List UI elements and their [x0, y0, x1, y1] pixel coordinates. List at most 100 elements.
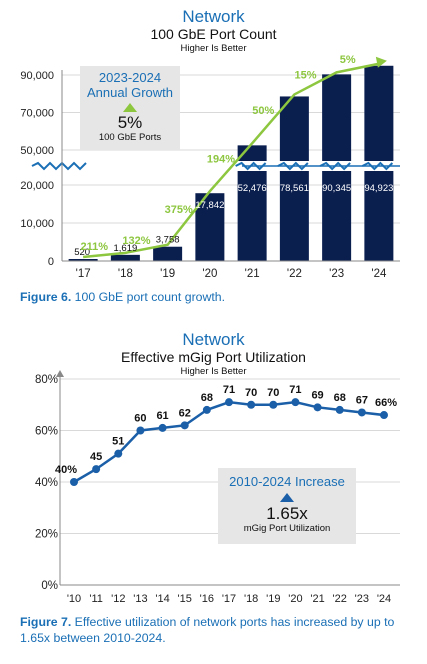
mgig-utilization-chart: 0% 20% 40% 60% 80% 40% '10 45 '11 51 '12 60 '13 61 '14… [35, 370, 400, 605]
x-tick-label: '18 [118, 268, 133, 280]
data-point [247, 400, 256, 409]
data-point [291, 398, 300, 407]
x-tick-label: '23 [355, 593, 369, 605]
x-tick-label: '24 [371, 268, 387, 280]
y-tick-label: 10,000 [20, 218, 54, 230]
chart1-callout: 2023-2024 Annual Growth 5% 100 GbE Ports [80, 66, 180, 150]
chart2-caption-figure: Figure 7. [20, 615, 72, 629]
chart2-note: Higher Is Better [180, 366, 247, 377]
port-count-chart: 0 10,000 20,000 50,000 70,000 90,000 '17 520 '18… [20, 54, 400, 280]
data-point [269, 400, 278, 409]
data-point [357, 408, 366, 417]
x-tick-label: '22 [333, 593, 347, 605]
chart2-subtitle: Effective mGig Port Utilization [121, 349, 306, 365]
y-tick-label: 80% [35, 374, 58, 386]
chart1-axis-breaks [31, 161, 400, 171]
x-tick-label: '20 [202, 268, 217, 280]
value-label: 1,619 [113, 243, 137, 254]
value-label: 70 [267, 387, 279, 399]
chart1-growth-line [83, 56, 387, 259]
value-label: 90,345 [322, 183, 351, 194]
data-point [313, 403, 322, 412]
chart1-subtitle: 100 GbE Port Count [150, 26, 277, 42]
value-label: 62 [179, 407, 191, 419]
value-label: 67 [356, 394, 368, 406]
x-tick-label: '10 [67, 593, 81, 605]
value-label: 94,923 [364, 183, 393, 194]
data-point [158, 423, 167, 432]
growth-label: 132% [122, 235, 150, 247]
bar [68, 259, 98, 261]
bar [279, 96, 309, 262]
up-arrow-icon [123, 103, 137, 112]
up-arrow-icon [280, 493, 294, 502]
chart2-callout-heading: 2010-2024 Increase [229, 474, 345, 489]
chart1-callout-value: 5% [117, 113, 143, 132]
growth-label: 15% [294, 69, 316, 81]
x-tick-label: '14 [155, 593, 169, 605]
value-label: 3,758 [156, 235, 180, 246]
value-label: 68 [201, 392, 213, 404]
axis-break [31, 161, 87, 171]
data-point [225, 398, 233, 407]
x-tick-label: '13 [133, 593, 147, 605]
y-tick-label: 0 [48, 256, 54, 268]
x-tick-label: '20 [288, 593, 302, 605]
y-tick-label: 20,000 [20, 180, 54, 192]
value-label: 40% [55, 464, 77, 476]
value-label: 60 [134, 413, 146, 425]
value-label: 51 [112, 436, 124, 448]
value-label: 71 [223, 384, 235, 396]
chart2-title: Network [182, 330, 245, 349]
chart1-title: Network [182, 7, 245, 26]
data-point [335, 405, 344, 414]
growth-arrowhead [375, 56, 387, 68]
chart1-caption-text: 100 GbE port count growth. [71, 290, 226, 304]
value-label: 520 [74, 247, 90, 258]
bar [110, 254, 140, 261]
chart1-axes [61, 70, 400, 262]
value-label: 70 [245, 387, 257, 399]
growth-label: 211% [80, 241, 108, 253]
chart2-callout: 2010-2024 Increase 1.65x mGig Port Utili… [218, 468, 356, 544]
value-label: 17,842 [195, 200, 224, 211]
y-tick-label: 40% [35, 477, 58, 489]
chart1-labels: 0 10,000 20,000 50,000 70,000 90,000 '17 520 '18… [20, 54, 393, 280]
x-tick-label: '17 [76, 268, 91, 280]
bar [153, 246, 183, 261]
x-tick-label: '21 [310, 593, 324, 605]
y-tick-label: 90,000 [20, 70, 54, 82]
growth-line [83, 62, 380, 259]
y-tick-label: 50,000 [20, 145, 54, 157]
data-point [70, 478, 78, 486]
x-tick-label: '23 [329, 268, 344, 280]
x-tick-label: '24 [377, 593, 391, 605]
x-tick-label: '19 [160, 268, 175, 280]
x-tick-label: '21 [245, 268, 260, 280]
x-tick-label: '16 [200, 593, 214, 605]
value-label: 45 [90, 451, 102, 463]
x-tick-label: '18 [244, 593, 258, 605]
y-tick-label: 20% [35, 529, 58, 541]
x-tick-label: '15 [178, 593, 192, 605]
x-tick-label: '19 [266, 593, 280, 605]
chart2-series-line [70, 398, 388, 486]
value-label: 61 [156, 410, 168, 422]
chart1-caption-figure: Figure 6. [20, 290, 72, 304]
chart2-callout-label: mGig Port Utilization [243, 523, 331, 534]
chart1-note: Higher Is Better [180, 43, 247, 54]
data-point [202, 405, 211, 414]
y-tick-label: 60% [35, 426, 58, 438]
x-tick-label: '17 [222, 593, 236, 605]
value-label: 69 [311, 389, 323, 401]
data-point [114, 449, 123, 458]
data-point [180, 421, 189, 430]
y-tick-label: 0% [41, 580, 58, 592]
y-tick-label: 70,000 [20, 108, 54, 120]
growth-label: 194% [207, 153, 235, 165]
value-label: 66% [375, 397, 397, 409]
growth-label: 5% [340, 54, 356, 66]
value-label: 78,561 [280, 183, 309, 194]
data-point [380, 411, 388, 420]
x-tick-label: '11 [89, 593, 103, 605]
